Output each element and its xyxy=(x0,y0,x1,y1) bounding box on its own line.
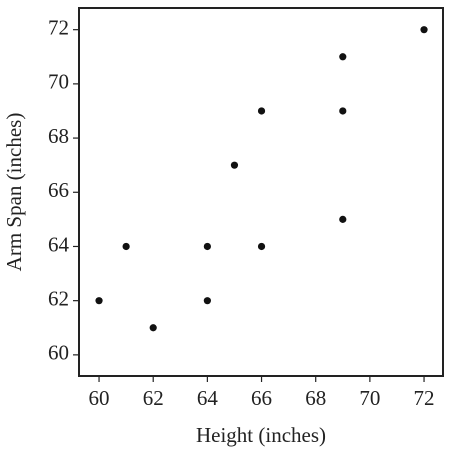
x-tick-label: 66 xyxy=(251,386,272,410)
data-point xyxy=(339,215,347,223)
x-tick-label: 70 xyxy=(359,386,380,410)
plot-frame xyxy=(78,7,444,377)
data-point xyxy=(203,297,211,305)
data-point xyxy=(257,242,266,251)
x-tick-label: 72 xyxy=(414,386,435,410)
data-point xyxy=(339,53,347,61)
x-tick-label: 64 xyxy=(197,386,219,410)
y-tick-label: 64 xyxy=(48,232,70,256)
y-tick-label: 62 xyxy=(48,286,69,310)
y-tick-label: 60 xyxy=(48,341,69,365)
x-axis-label: Height (inches) xyxy=(196,423,326,447)
data-point xyxy=(257,107,266,115)
data-point xyxy=(230,161,239,169)
data-point xyxy=(122,242,130,251)
x-tick-label: 60 xyxy=(89,386,110,410)
data-point xyxy=(95,297,103,305)
x-tick-label: 68 xyxy=(305,386,326,410)
y-tick-label: 68 xyxy=(48,124,69,148)
y-axis-label: Arm Span (inches) xyxy=(2,113,26,272)
data-point xyxy=(420,26,428,34)
data-point xyxy=(149,324,157,332)
y-tick-label: 70 xyxy=(48,70,69,94)
y-tick-label: 66 xyxy=(48,178,69,202)
data-point xyxy=(339,107,347,115)
data-point xyxy=(203,242,211,251)
x-tick-label: 62 xyxy=(143,386,164,410)
y-tick-label: 72 xyxy=(48,15,69,39)
